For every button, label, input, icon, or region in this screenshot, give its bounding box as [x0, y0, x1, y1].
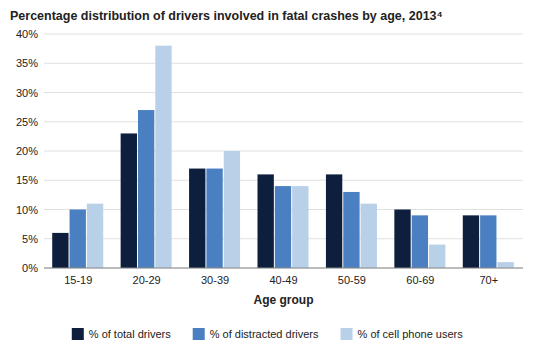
bar: [224, 151, 240, 268]
y-tick-label: 20%: [16, 145, 38, 157]
grid-line: [44, 180, 523, 181]
grid-line: [44, 151, 523, 152]
bar: [361, 204, 377, 268]
series: [87, 46, 514, 268]
legend-swatch: [341, 328, 353, 340]
bar: [343, 192, 359, 268]
y-tick-label: 25%: [16, 116, 38, 128]
title: Percentage distribution of drivers invol…: [10, 9, 443, 23]
bar: [429, 245, 445, 268]
bar: [138, 110, 154, 268]
chart: Percentage distribution of drivers invol…: [0, 0, 535, 360]
x-axis-label: Age group: [254, 293, 314, 307]
y-axis: 0% 5% 10% 15% 20% 25% 30% 35% 40%: [16, 28, 38, 274]
legend-item: % of distracted drivers: [193, 328, 319, 340]
grid-line: [44, 63, 523, 64]
bar: [87, 204, 103, 268]
x-axis: 15-19 20-29 30-39 40-49 50-59 60-69 70+ Age gro…: [44, 268, 523, 307]
y-tick-label: 0%: [22, 262, 38, 274]
bar: [394, 210, 410, 269]
legend-label: % of distracted drivers: [210, 328, 319, 340]
x-tick-label: 60-69: [406, 274, 434, 286]
legend-label: % of cell phone users: [358, 328, 464, 340]
y-tick-label: 10%: [16, 204, 38, 216]
bar: [412, 215, 428, 268]
x-axis-line: [44, 268, 523, 269]
bar: [480, 215, 496, 268]
y-tick-label: 5%: [22, 233, 38, 245]
grid: [44, 34, 523, 268]
bar: [497, 262, 513, 268]
bar: [155, 46, 171, 268]
legend-swatch: [72, 328, 84, 340]
grid-line: [44, 121, 523, 122]
grid-line: [44, 92, 523, 93]
bars: [52, 46, 514, 268]
bar: [70, 210, 86, 269]
y-tick-label: 15%: [16, 174, 38, 186]
bar: [326, 174, 342, 268]
legend: % of total drivers % of distracted driver…: [72, 328, 463, 340]
grid-line: [44, 268, 523, 269]
x-tick-label: 20-29: [133, 274, 161, 286]
bar: [189, 169, 205, 268]
legend-swatch: [193, 328, 205, 340]
bar: [292, 186, 308, 268]
x-tick-label: 40-49: [269, 274, 297, 286]
chart-container: Percentage distribution of drivers invol…: [0, 0, 535, 360]
series: [52, 133, 479, 268]
bar: [463, 215, 479, 268]
y-tick-label: 40%: [16, 28, 38, 40]
legend-label: % of total drivers: [89, 328, 171, 340]
x-tick-label: 70+: [479, 274, 498, 286]
x-tick-label: 30-39: [201, 274, 229, 286]
bar: [258, 174, 274, 268]
y-tick-label: 35%: [16, 57, 38, 69]
bar: [121, 133, 137, 268]
bar: [206, 169, 222, 268]
series: [70, 110, 497, 268]
bar: [275, 186, 291, 268]
y-tick-label: 30%: [16, 87, 38, 99]
legend-item: % of cell phone users: [341, 328, 464, 340]
x-tick-label: 50-59: [338, 274, 366, 286]
x-tick-label: 15-19: [64, 274, 92, 286]
legend-item: % of total drivers: [72, 328, 171, 340]
bar: [52, 233, 68, 268]
grid-line: [44, 34, 523, 35]
